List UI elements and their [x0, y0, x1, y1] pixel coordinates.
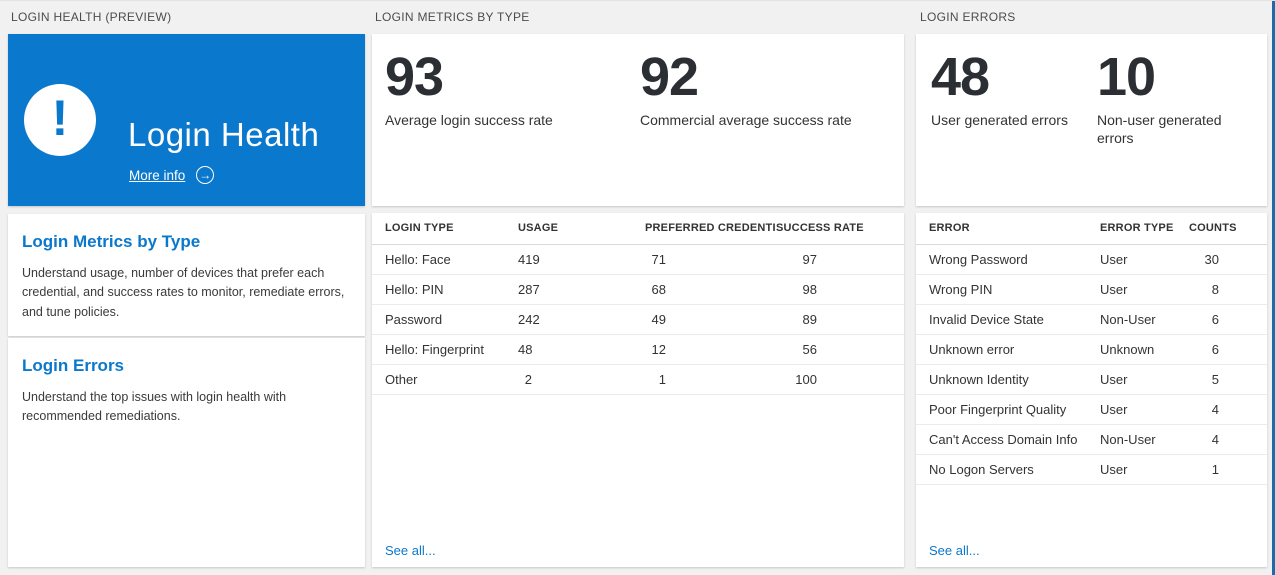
table-row[interactable]: Wrong Password User 30 [916, 244, 1267, 275]
errors-stats-card: 48 User generated errors 10 Non-user gen… [916, 34, 1267, 206]
stat-label: Commercial average success rate [640, 112, 852, 128]
col-login-type: LOGIN TYPE [372, 213, 518, 245]
col-usage: USAGE [518, 213, 645, 245]
stat-commercial-average-success-rate: 92 Commercial average success rate [640, 50, 852, 130]
table-row[interactable]: Wrong PIN User 8 [916, 274, 1267, 305]
stat-label: Non-user generated errors [1097, 112, 1222, 146]
login-errors-table-card: ERROR ERROR TYPE COUNTS Wrong Password U… [916, 213, 1267, 567]
arrow-right-icon[interactable]: → [196, 166, 215, 184]
table-row[interactable]: Invalid Device State Non-User 6 [916, 304, 1267, 335]
section-login-errors: Login Errors Understand the top issues w… [8, 338, 365, 567]
section-title-login-metrics[interactable]: Login Metrics by Type [22, 232, 201, 251]
stat-average-login-success-rate: 93 Average login success rate [385, 50, 553, 130]
more-info-row: More info → [129, 166, 215, 184]
tile-title: Login Health [128, 116, 320, 153]
stat-label: User generated errors [931, 112, 1068, 128]
col-error-type: ERROR TYPE [1100, 213, 1189, 245]
table-header-row: ERROR ERROR TYPE COUNTS [916, 213, 1267, 245]
section-desc-login-errors: Understand the top issues with login hea… [22, 390, 287, 424]
see-all-link-errors[interactable]: See all... [929, 543, 980, 558]
stat-user-generated-errors: 48 User generated errors [931, 50, 1068, 130]
login-metrics-table: LOGIN TYPE USAGE PREFERRED CREDENTIAL SU… [372, 213, 904, 395]
table-row[interactable]: Can't Access Domain Info Non-User 4 [916, 424, 1267, 455]
metrics-stats-card: 93 Average login success rate 92 Commerc… [372, 34, 904, 206]
table-row[interactable]: Unknown Identity User 5 [916, 364, 1267, 395]
stat-label: Average login success rate [385, 112, 553, 128]
window-right-border [1272, 1, 1275, 575]
section-title-login-errors[interactable]: Login Errors [22, 356, 125, 375]
table-row[interactable]: Hello: Face 419 71 97 [372, 244, 904, 275]
login-errors-table: ERROR ERROR TYPE COUNTS Wrong Password U… [916, 213, 1267, 485]
col-success-rate: SUCCESS RATE [776, 213, 904, 245]
table-header-row: LOGIN TYPE USAGE PREFERRED CREDENTIAL SU… [372, 213, 904, 245]
login-health-tile[interactable]: ! Login Health More info → [8, 34, 365, 206]
section-login-metrics-by-type: Login Metrics by Type Understand usage, … [8, 214, 365, 336]
stat-value: 92 [640, 47, 699, 107]
table-row[interactable]: Password 242 49 89 [372, 304, 904, 335]
more-info-link[interactable]: More info [129, 167, 186, 183]
table-row[interactable]: Poor Fingerprint Quality User 4 [916, 394, 1267, 425]
panel-header-login-metrics: LOGIN METRICS BY TYPE [375, 10, 530, 24]
see-all-link-metrics[interactable]: See all... [385, 543, 436, 558]
panel-header-login-health: LOGIN HEALTH (PREVIEW) [11, 10, 172, 24]
stat-non-user-generated-errors: 10 Non-user generated errors [1097, 50, 1242, 147]
stat-value: 10 [1097, 47, 1156, 107]
table-row[interactable]: Other 2 1 100 [372, 364, 904, 395]
table-row[interactable]: No Logon Servers User 1 [916, 454, 1267, 485]
table-row[interactable]: Unknown error Unknown 6 [916, 334, 1267, 365]
stat-value: 48 [931, 47, 990, 107]
login-metrics-table-card: LOGIN TYPE USAGE PREFERRED CREDENTIAL SU… [372, 213, 904, 567]
panel-header-login-errors: LOGIN ERRORS [920, 10, 1016, 24]
alert-icon: ! [24, 84, 96, 156]
stat-value: 93 [385, 47, 444, 107]
col-counts: COUNTS [1189, 213, 1267, 245]
section-desc-login-metrics: Understand usage, number of devices that… [22, 266, 345, 319]
col-error: ERROR [916, 213, 1100, 245]
table-row[interactable]: Hello: Fingerprint 48 12 56 [372, 334, 904, 365]
table-row[interactable]: Hello: PIN 287 68 98 [372, 274, 904, 305]
col-preferred-credential: PREFERRED CREDENTIAL [645, 213, 776, 245]
